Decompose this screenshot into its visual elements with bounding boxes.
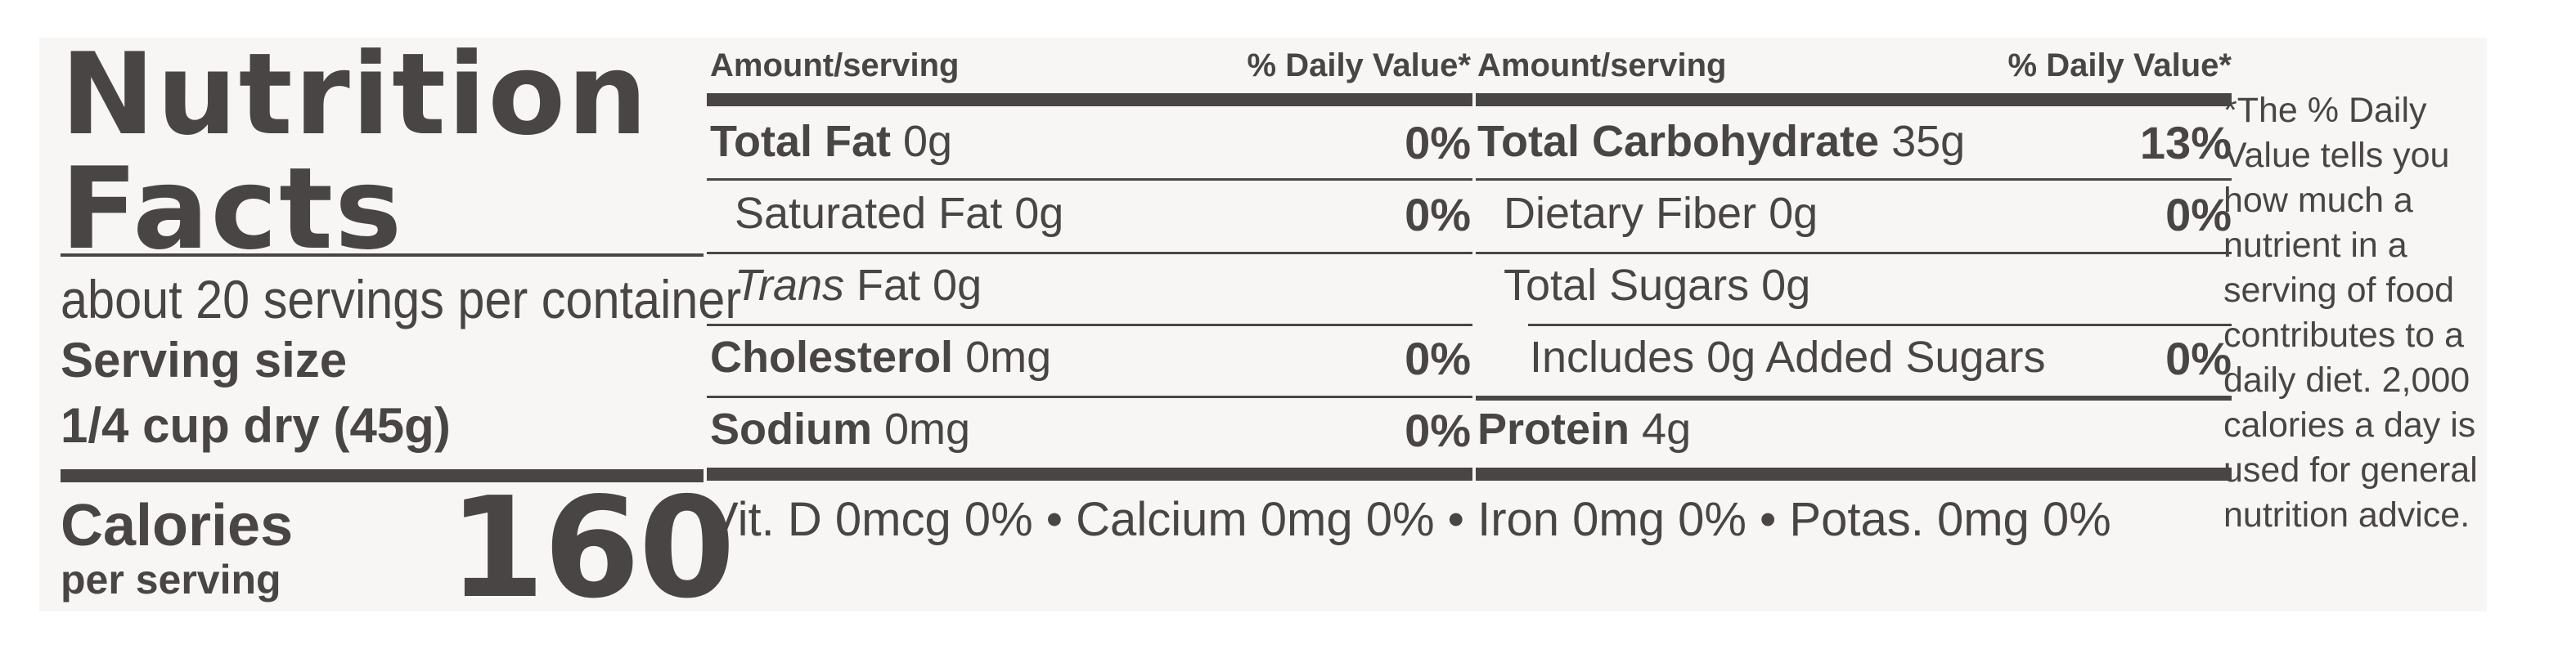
row-divider [1476, 252, 2232, 254]
dv-saturated-fat: 0% [1405, 189, 1471, 240]
calories-label: Calories [61, 493, 294, 558]
middle-header-dv: % Daily Value* [1247, 47, 1471, 83]
dv-total-carbohydrate: 13% [2139, 117, 2232, 168]
serving-size-label: Serving size [61, 333, 348, 387]
row-divider [1528, 324, 2232, 326]
vitamins-minerals: Vit. D 0mcg 0% • Calcium 0mg 0% • Iron 0… [707, 493, 2111, 546]
title-divider [61, 253, 704, 257]
right-header-dv: % Daily Value* [2007, 47, 2232, 83]
middle-bottom-rule [707, 468, 1472, 481]
right-header-rule [1476, 93, 2232, 106]
row-divider [1476, 396, 2232, 401]
row-total-fat: Total Fat 0g [710, 117, 953, 166]
nutrition-label: Nutrition Facts about 20 servings per co… [39, 29, 2487, 618]
row-divider [707, 252, 1472, 254]
calories-sublabel: per serving [61, 557, 281, 602]
calories-value: 160 [448, 468, 735, 629]
row-divider [1476, 178, 2232, 181]
row-total-sugars: Total Sugars 0g [1504, 261, 1811, 310]
label-title: Nutrition Facts [61, 29, 650, 275]
dv-added-sugars: 0% [2165, 333, 2232, 384]
row-divider [707, 396, 1472, 398]
servings-per-container: about 20 servings per container [61, 269, 742, 329]
row-divider [707, 324, 1472, 326]
row-total-carbohydrate: Total Carbohydrate 35g [1477, 117, 1966, 166]
row-dietary-fiber: Dietary Fiber 0g [1504, 189, 1818, 238]
row-cholesterol: Cholesterol 0mg [710, 333, 1052, 382]
row-saturated-fat: Saturated Fat 0g [735, 189, 1064, 238]
dv-sodium: 0% [1405, 405, 1471, 456]
row-trans-fat: Trans Fat 0g [735, 261, 982, 310]
row-divider [707, 178, 1472, 181]
dv-total-fat: 0% [1405, 117, 1471, 168]
row-sodium: Sodium 0mg [710, 405, 971, 454]
middle-header-amount: Amount/serving [710, 47, 960, 83]
right-header-amount: Amount/serving [1477, 47, 1727, 83]
dv-cholesterol: 0% [1405, 333, 1471, 384]
serving-divider [61, 469, 704, 482]
middle-header-rule [707, 93, 1472, 106]
serving-size-value: 1/4 cup dry (45g) [61, 398, 451, 453]
right-bottom-rule [1476, 468, 2232, 481]
row-added-sugars: Includes 0g Added Sugars [1530, 333, 2046, 382]
row-protein: Protein 4g [1477, 405, 1692, 454]
dv-dietary-fiber: 0% [2165, 189, 2232, 240]
daily-value-footnote: *The % Daily Value tells you how much a … [2223, 91, 2478, 535]
